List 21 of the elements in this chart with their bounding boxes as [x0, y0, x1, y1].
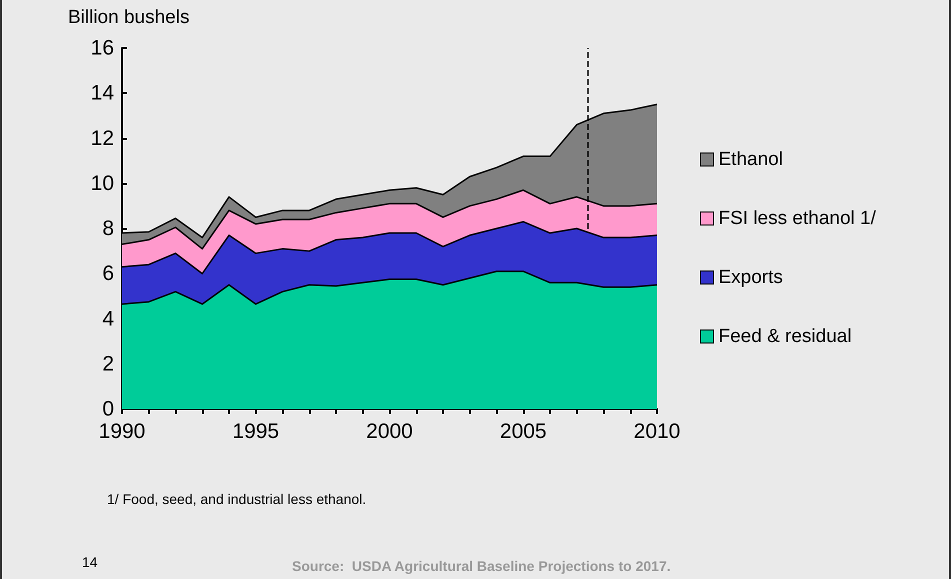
y-tick-label: 12: [90, 126, 114, 150]
y-tick-label: 6: [102, 262, 114, 286]
y-tick-label: 10: [90, 172, 114, 195]
y-tick-label: 14: [90, 82, 114, 105]
y-tick-label: 8: [102, 217, 114, 240]
y-tick-label: 16: [90, 36, 114, 60]
x-tick-label: 1990: [98, 420, 146, 443]
y-axis-title: Billion bushels: [68, 7, 190, 28]
x-tick-label: 2005: [500, 420, 547, 443]
source-note: Source: USDA Agricultural Baseline Projections to 2017.: [292, 558, 671, 574]
legend-label: Feed & residual: [718, 326, 852, 347]
y-tick-label: 4: [102, 307, 114, 330]
x-tick-label: 1995: [232, 420, 280, 443]
x-tick-label: 2010: [634, 420, 680, 443]
text: 1/ Food, seed, and industrial less ethanol.: [107, 491, 366, 507]
legend-label: FSI less ethanol 1/: [718, 208, 877, 229]
legend-label: Exports: [718, 267, 783, 288]
x-tick-label: 2000: [366, 420, 413, 443]
y-tick-label: 0: [102, 398, 114, 420]
y-tick-label: 2: [102, 352, 114, 376]
legend-label: Ethanol: [718, 149, 783, 170]
